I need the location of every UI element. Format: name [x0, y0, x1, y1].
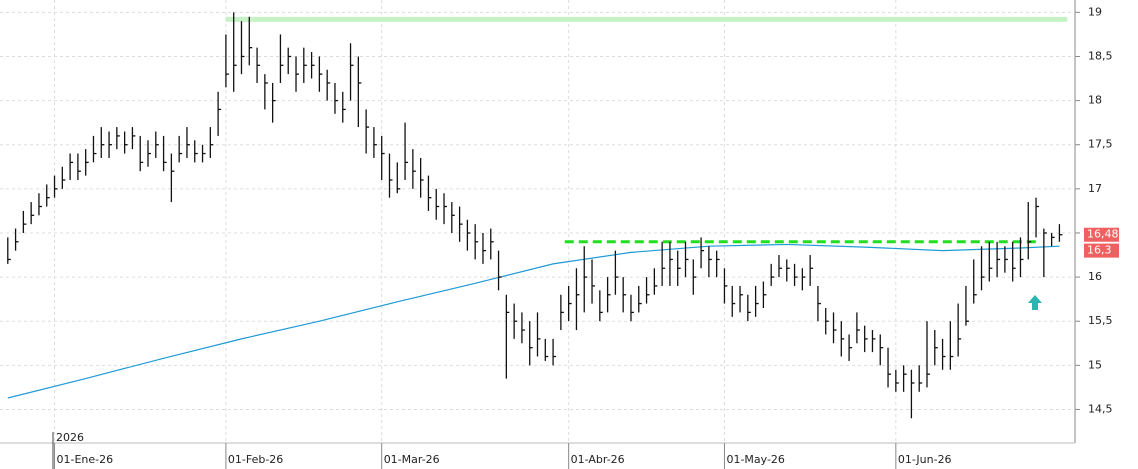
x-tick-label: 01-Jun-26	[898, 453, 952, 466]
y-tick-label: 19	[1088, 5, 1102, 18]
x-tick-label: 01-Ene-26	[57, 453, 114, 466]
y-tick-label: 18	[1088, 94, 1102, 107]
signal-arrow	[1028, 295, 1042, 310]
x-tick-label: 01-Mar-26	[384, 453, 440, 466]
x-tick-label: 01-Abr-26	[571, 453, 625, 466]
y-tick-label: 14,5	[1088, 402, 1113, 415]
x-tick-label: 01-May-26	[726, 453, 784, 466]
y-tick-label: 17	[1088, 182, 1102, 195]
y-tick-label: 15,5	[1088, 314, 1113, 327]
y-tick-label: 17,5	[1088, 138, 1113, 151]
price-label: 16,48	[1087, 228, 1119, 241]
price-label-box	[1084, 227, 1119, 242]
year-label: 2026	[56, 431, 84, 444]
price-label: 16,3	[1087, 244, 1112, 257]
moving-average	[7, 243, 1060, 399]
y-tick-label: 16	[1088, 270, 1102, 283]
y-tick-label: 18,5	[1088, 49, 1113, 62]
y-tick-label: 15	[1088, 358, 1102, 371]
price-label-box	[1084, 243, 1119, 258]
x-tick-label: 01-Feb-26	[228, 453, 283, 466]
